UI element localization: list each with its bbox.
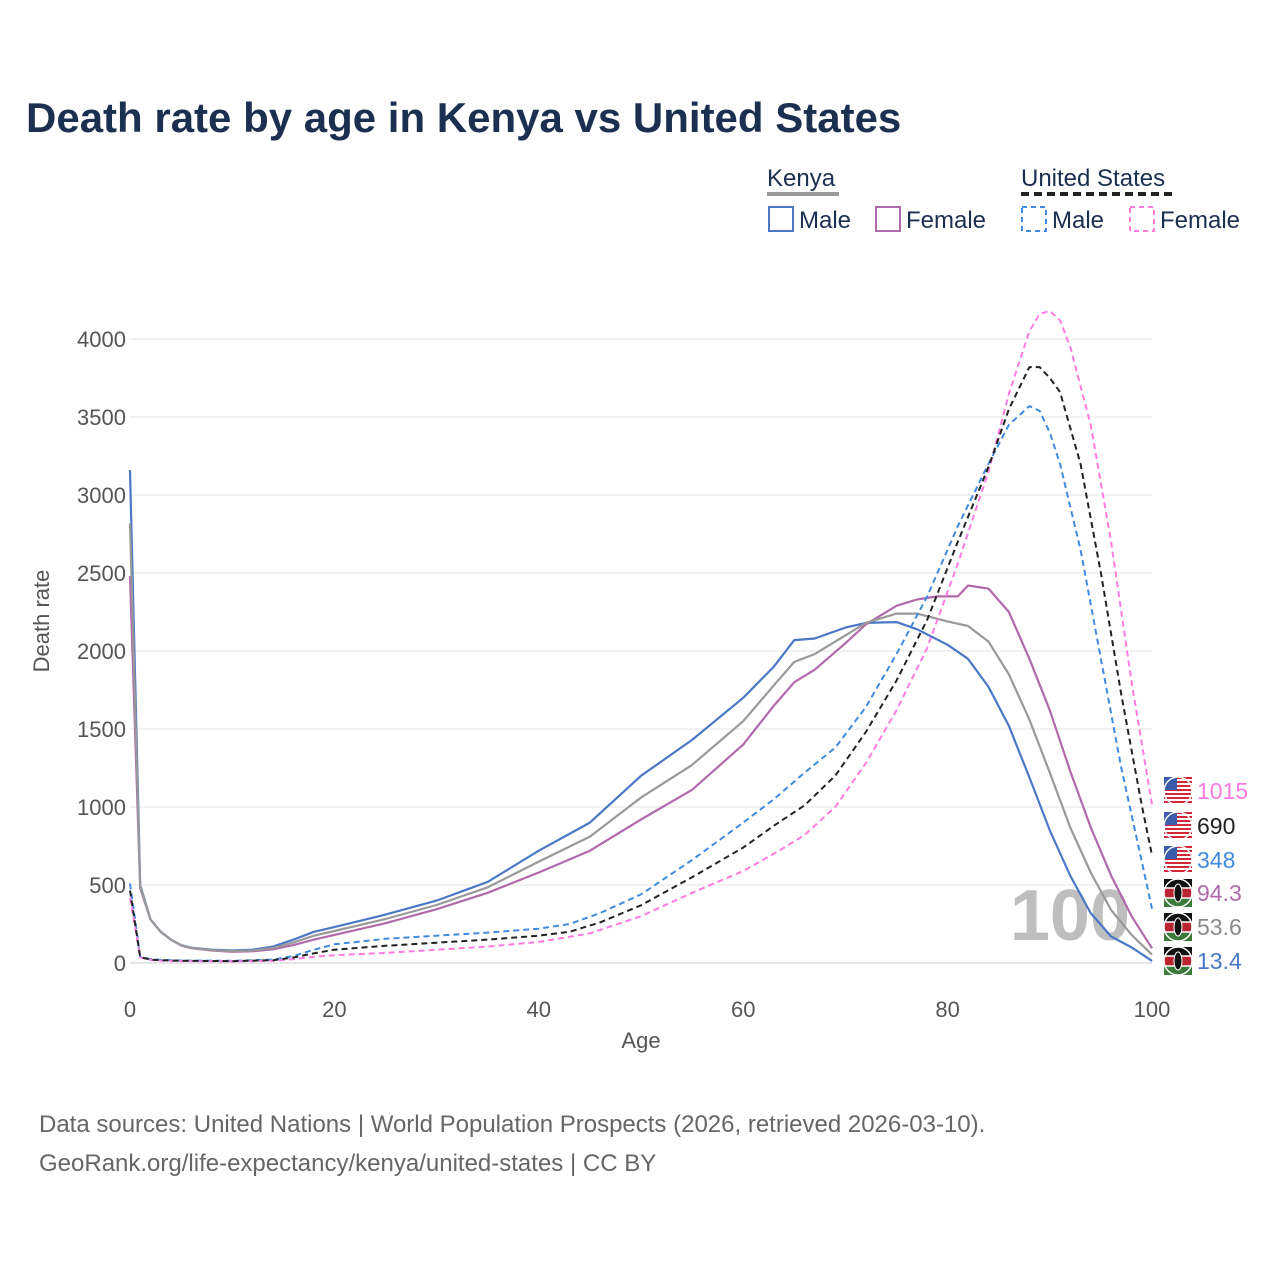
y-tick-label: 1500 [77,717,126,742]
x-tick-label: 0 [124,997,136,1022]
x-tick-label: 100 [1134,997,1171,1022]
end-labels: 1015 690 348 94.3 53.6 13.4 [1163,776,1248,976]
series-line-united-states-total [129,366,1153,963]
y-tick-label: 1000 [77,795,126,820]
y-axis-ticks: 0 500 1000 1500 2000 2500 3000 3500 4000 [77,327,126,976]
y-tick-label: 3000 [77,483,126,508]
x-tick-label: 20 [322,997,346,1022]
kenya-flag-icon [1163,946,1193,976]
us-flag-icon [1163,845,1193,875]
legend-group-united-states: United States [1021,165,1165,192]
x-axis-ticks: 0 20 40 60 80 100 [124,997,1170,1022]
y-tick-label: 3500 [77,405,126,430]
y-tick-label: 0 [114,951,126,976]
legend-group-kenya: Kenya [767,165,836,192]
y-tick-label: 2500 [77,561,126,586]
age-watermark: 100 [1010,876,1130,956]
legend-kenya-female-swatch [875,206,901,232]
legend-kenya-female-label: Female [906,207,986,234]
kenya-flag-icon [1163,912,1193,942]
legend: Kenya Male Female United States Male Fem… [767,165,1240,234]
series-line-kenya-total [128,523,1153,956]
us-flag-icon [1163,811,1193,841]
end-label-value: 1015 [1197,778,1248,804]
legend-kenya-male-label: Male [799,207,851,234]
x-axis-label: Age [621,1028,660,1053]
us-flag-icon [1163,776,1193,806]
legend-us-female-label: Female [1160,207,1240,234]
source-line-2: GeoRank.org/life-expectancy/kenya/united… [39,1150,656,1177]
y-axis-label: Death rate [29,570,54,673]
y-tick-label: 4000 [77,327,126,352]
chart-title: Death rate by age in Kenya vs United Sta… [26,94,901,141]
series-line-united-states-male [129,405,1153,962]
end-label-value: 13.4 [1197,948,1242,974]
end-label-value: 690 [1197,813,1235,839]
source-line-1: Data sources: United Nations | World Pop… [39,1111,985,1138]
kenya-flag-icon [1163,878,1193,908]
series-line-kenya-male [128,469,1153,962]
legend-us-female-swatch [1129,206,1155,232]
end-label-value: 348 [1197,847,1235,873]
end-label-value: 53.6 [1197,914,1242,940]
legend-kenya-male-swatch [768,206,794,232]
x-tick-label: 60 [731,997,755,1022]
legend-us-male-swatch [1021,206,1047,232]
legend-us-male-label: Male [1052,207,1104,234]
x-tick-label: 40 [527,997,551,1022]
end-label-value: 94.3 [1197,880,1242,906]
x-tick-label: 80 [935,997,959,1022]
grid [130,338,1152,964]
series-line-united-states-female [129,309,1153,963]
y-tick-label: 500 [89,873,126,898]
series-lines [128,309,1153,963]
y-tick-label: 2000 [77,639,126,664]
